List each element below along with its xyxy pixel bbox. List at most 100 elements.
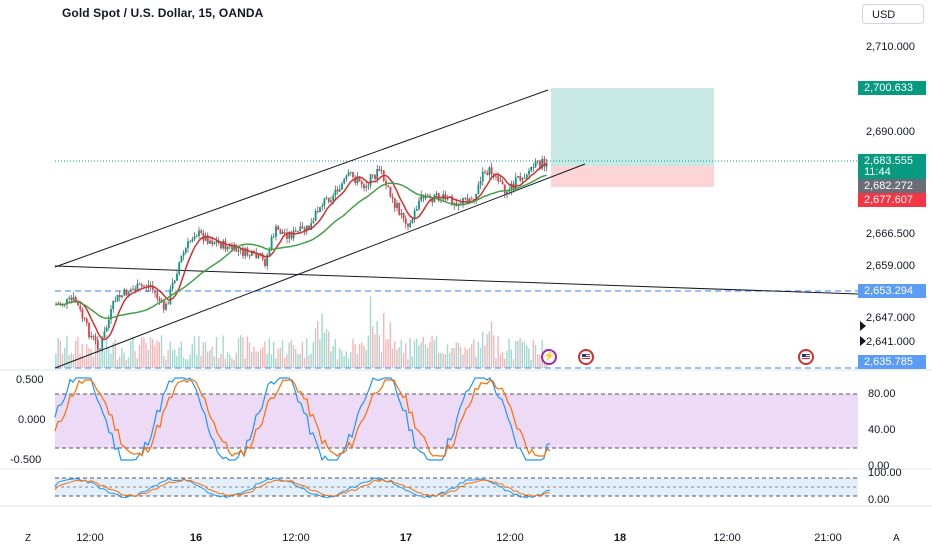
candle-body xyxy=(464,198,467,199)
volume-bar xyxy=(242,337,244,368)
volume-bar xyxy=(220,353,222,368)
volume-bar xyxy=(198,335,200,368)
candle-body xyxy=(171,282,174,289)
volume-bar xyxy=(422,336,424,368)
candle-body xyxy=(162,299,165,310)
candle-body xyxy=(536,160,539,162)
volume-bar xyxy=(526,345,528,368)
volume-bar xyxy=(427,347,429,368)
volume-bar xyxy=(387,339,389,368)
candle-body xyxy=(488,167,491,175)
support-low-price-tag: 2,635.785 xyxy=(858,355,926,369)
volume-bar xyxy=(191,344,193,368)
candle-body xyxy=(321,205,324,208)
candle-body xyxy=(246,248,249,256)
entry-price-tag: 2,682.272 xyxy=(858,179,926,193)
indicator1-line-d xyxy=(54,379,551,458)
volume-bars xyxy=(55,296,548,368)
volume-bar xyxy=(105,335,108,368)
scroll-arrow-icon[interactable] xyxy=(860,321,866,331)
auto-scale-button[interactable]: A xyxy=(893,533,900,544)
volume-bar xyxy=(471,343,473,368)
volume-bar xyxy=(457,343,460,368)
candle-body xyxy=(319,207,321,212)
position-target-zone xyxy=(551,88,714,166)
volume-bar xyxy=(429,341,431,368)
volume-bar xyxy=(180,341,182,368)
candle-body xyxy=(314,211,317,221)
volume-bar xyxy=(512,359,515,368)
volume-bar xyxy=(264,341,266,368)
candle-body xyxy=(517,175,519,178)
candle-body xyxy=(255,252,258,259)
candle-body xyxy=(72,297,75,301)
volume-bar xyxy=(99,351,101,368)
volume-bar xyxy=(532,339,534,368)
candle-body xyxy=(81,309,84,319)
time-label: 12:00 xyxy=(713,532,741,544)
volume-bar xyxy=(154,346,156,368)
volume-bar xyxy=(341,350,343,368)
volume-bar xyxy=(444,354,446,368)
candle-body xyxy=(435,193,438,195)
volume-bar xyxy=(251,351,253,368)
scroll-arrow-icon[interactable] xyxy=(860,336,866,346)
volume-bar xyxy=(132,336,134,368)
current-price-tag: 2,683.555 xyxy=(858,154,926,168)
us-flag-event-icon[interactable] xyxy=(578,349,594,365)
candle-body xyxy=(195,235,198,237)
volume-bar xyxy=(394,341,396,368)
volume-bar xyxy=(484,345,486,368)
volume-bar xyxy=(270,354,273,368)
volume-bar xyxy=(218,357,220,368)
volume-bar xyxy=(519,337,521,368)
candle-body xyxy=(180,255,183,263)
countdown-tag: 11:44 xyxy=(858,166,926,179)
volume-bar xyxy=(440,353,442,368)
volume-bar xyxy=(130,341,132,368)
candle-body xyxy=(281,231,284,235)
candle-body xyxy=(127,292,130,296)
candle-body xyxy=(242,248,244,257)
candle-body xyxy=(360,181,363,185)
candle-body xyxy=(257,254,260,259)
volume-bar xyxy=(462,354,464,368)
volume-bar xyxy=(475,356,477,368)
candlesticks xyxy=(55,155,548,354)
time-label: 17 xyxy=(399,532,413,544)
volume-bar xyxy=(350,351,352,368)
volume-bar xyxy=(301,341,303,368)
volume-bar xyxy=(185,359,187,368)
volume-bar xyxy=(123,352,125,368)
candle-body xyxy=(70,297,73,301)
volume-bar xyxy=(306,338,308,368)
candle-body xyxy=(112,301,115,310)
candle-body xyxy=(259,254,262,257)
candle-body xyxy=(270,236,273,250)
time-label: 12:00 xyxy=(282,532,310,544)
volume-bar xyxy=(281,340,284,368)
currency-button[interactable]: USD xyxy=(862,4,924,24)
candle-body xyxy=(369,174,372,186)
candle-body xyxy=(200,230,203,234)
lightning-event-icon[interactable]: ⚡ xyxy=(541,349,557,365)
volume-bar xyxy=(438,352,440,368)
volume-bar xyxy=(363,345,365,368)
volume-bar xyxy=(125,359,127,368)
volume-bar xyxy=(508,338,510,368)
us-flag-event-icon[interactable] xyxy=(798,349,814,365)
candle-body xyxy=(101,338,104,349)
volume-bar xyxy=(70,352,72,368)
volume-bar xyxy=(486,334,488,368)
candle-body xyxy=(358,176,361,182)
volume-bar xyxy=(284,357,286,368)
candle-body xyxy=(215,241,218,243)
reset-zoom-button[interactable]: Z xyxy=(25,533,32,544)
volume-bar xyxy=(147,349,149,368)
candle-body xyxy=(539,160,541,169)
volume-bar xyxy=(226,352,229,368)
volume-bar xyxy=(402,353,405,368)
symbol-title[interactable]: Gold Spot / U.S. Dollar, 15, OANDA xyxy=(62,6,264,20)
candle-body xyxy=(468,198,471,204)
